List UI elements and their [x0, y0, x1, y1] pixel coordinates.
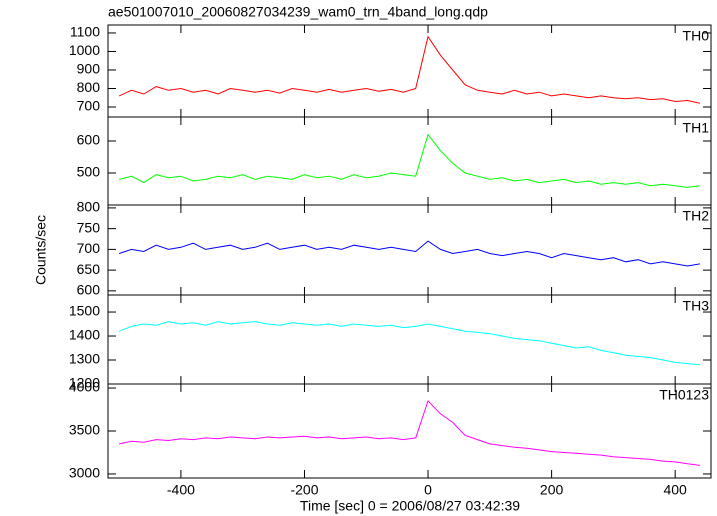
y-tick-label: 700 — [77, 240, 101, 256]
y-tick-label: 700 — [77, 98, 101, 114]
y-tick-label: 3500 — [69, 422, 100, 438]
panel-label: TH2 — [683, 208, 710, 224]
panel-frame — [107, 24, 712, 118]
y-tick-label: 1400 — [69, 327, 100, 343]
y-axis-label: Counts/sec — [33, 215, 49, 285]
y-tick-label: 1000 — [69, 42, 100, 58]
x-axis-label: Time [sec] 0 = 2006/08/27 03:42:39 — [300, 498, 520, 514]
y-tick-label: 500 — [77, 164, 101, 180]
panel-frame — [107, 116, 712, 206]
x-tick-label: 400 — [663, 482, 687, 498]
panel-label: TH1 — [683, 120, 710, 136]
y-tick-label: 600 — [77, 132, 101, 148]
panel-frame — [107, 383, 712, 479]
y-tick-label: 800 — [77, 199, 101, 215]
panel-label: TH0123 — [659, 387, 709, 403]
light-curve — [118, 133, 700, 188]
light-curve — [118, 35, 701, 104]
y-tick-label: 750 — [77, 219, 101, 235]
y-tick-label: 900 — [77, 61, 101, 77]
light-curve — [118, 240, 700, 267]
light-curve — [118, 399, 700, 466]
y-tick-label: 1100 — [70, 24, 100, 40]
y-tick-label: 600 — [77, 282, 101, 298]
panel-label: TH0 — [683, 28, 710, 44]
y-tick-label: 800 — [77, 79, 101, 95]
x-tick-label: 200 — [540, 482, 564, 498]
y-tick-label: 650 — [77, 261, 101, 277]
chart-title: ae501007010_20060827034239_wam0_trn_4ban… — [108, 4, 488, 20]
y-tick-label: 3000 — [69, 465, 100, 481]
panel-label: TH3 — [683, 298, 710, 314]
x-tick-label: -400 — [167, 482, 195, 498]
x-tick-label: 0 — [424, 482, 432, 498]
light-curve — [118, 321, 700, 366]
y-tick-label: 1200 — [69, 375, 100, 391]
y-tick-label: 4000 — [69, 379, 100, 395]
x-tick-label: -200 — [290, 482, 318, 498]
y-tick-label: 1300 — [69, 351, 100, 367]
panel-frame — [107, 294, 712, 385]
y-tick-label: 1500 — [69, 303, 100, 319]
